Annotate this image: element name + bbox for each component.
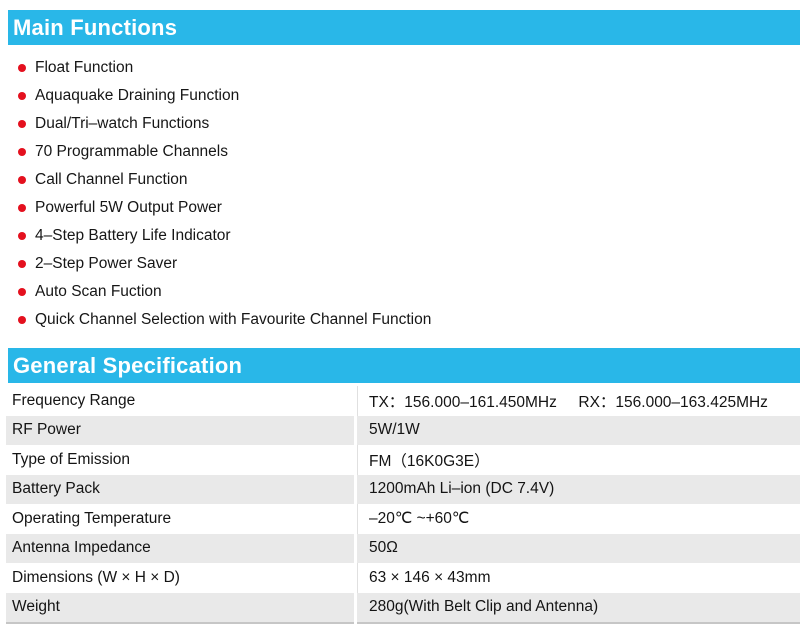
list-item: Auto Scan Fuction bbox=[0, 278, 800, 306]
feature-label: 70 Programmable Channels bbox=[35, 143, 228, 161]
feature-label: Dual/Tri–watch Functions bbox=[35, 115, 209, 133]
spec-label: Type of Emission bbox=[6, 445, 356, 475]
feature-label: Aquaquake Draining Function bbox=[35, 87, 239, 105]
table-row: Operating Temperature –20℃ ~+60℃ bbox=[6, 504, 800, 534]
bullet-icon bbox=[18, 148, 26, 156]
main-functions-header-bar: Main Functions bbox=[8, 10, 800, 45]
feature-label: Powerful 5W Output Power bbox=[35, 199, 222, 217]
feature-label: 2–Step Power Saver bbox=[35, 255, 177, 273]
spec-label: Operating Temperature bbox=[6, 504, 356, 534]
bullet-icon bbox=[18, 176, 26, 184]
specification-table: Frequency Range TX：156.000–161.450MHz RX… bbox=[6, 386, 800, 624]
list-item: Powerful 5W Output Power bbox=[0, 194, 800, 222]
list-item: Quick Channel Selection with Favourite C… bbox=[0, 306, 800, 334]
spec-value: 280g(With Belt Clip and Antenna) bbox=[356, 593, 800, 624]
bullet-icon bbox=[18, 260, 26, 268]
bullet-icon bbox=[18, 316, 26, 324]
spec-value: 63 × 146 × 43mm bbox=[356, 563, 800, 593]
feature-label: Call Channel Function bbox=[35, 171, 188, 189]
feature-label: Auto Scan Fuction bbox=[35, 283, 162, 301]
bullet-icon bbox=[18, 92, 26, 100]
table-row: Battery Pack 1200mAh Li–ion (DC 7.4V) bbox=[6, 475, 800, 505]
feature-label: Float Function bbox=[35, 59, 133, 77]
feature-label: Quick Channel Selection with Favourite C… bbox=[35, 311, 431, 329]
spec-value: TX：156.000–161.450MHz RX：156.000–163.425… bbox=[356, 386, 800, 416]
spec-label: Weight bbox=[6, 593, 356, 624]
spec-value: 5W/1W bbox=[356, 416, 800, 446]
bullet-icon bbox=[18, 64, 26, 72]
bullet-icon bbox=[18, 288, 26, 296]
spec-label: Frequency Range bbox=[6, 386, 356, 416]
feature-label: 4–Step Battery Life Indicator bbox=[35, 227, 231, 245]
general-specification-header-bar: General Specification bbox=[8, 348, 800, 383]
list-item: 4–Step Battery Life Indicator bbox=[0, 222, 800, 250]
table-row: Frequency Range TX：156.000–161.450MHz RX… bbox=[6, 386, 800, 416]
bullet-icon bbox=[18, 204, 26, 212]
spec-label: Dimensions (W × H × D) bbox=[6, 563, 356, 593]
spec-value: 1200mAh Li–ion (DC 7.4V) bbox=[356, 475, 800, 505]
list-item: 70 Programmable Channels bbox=[0, 138, 800, 166]
spec-value: FM（16K0G3E） bbox=[356, 445, 800, 475]
table-row: Weight 280g(With Belt Clip and Antenna) bbox=[6, 593, 800, 624]
spec-value: 50Ω bbox=[356, 534, 800, 564]
table-row: Dimensions (W × H × D) 63 × 146 × 43mm bbox=[6, 563, 800, 593]
list-item: 2–Step Power Saver bbox=[0, 250, 800, 278]
list-item: Aquaquake Draining Function bbox=[0, 82, 800, 110]
main-functions-title: Main Functions bbox=[8, 10, 177, 45]
table-row: Antenna Impedance 50Ω bbox=[6, 534, 800, 564]
spec-label: Battery Pack bbox=[6, 475, 356, 505]
list-item: Call Channel Function bbox=[0, 166, 800, 194]
spec-label: RF Power bbox=[6, 416, 356, 446]
spec-value: –20℃ ~+60℃ bbox=[356, 504, 800, 534]
spec-sheet-page: Main Functions Float Function Aquaquake … bbox=[0, 10, 800, 641]
list-item: Float Function bbox=[0, 54, 800, 82]
bullet-icon bbox=[18, 120, 26, 128]
bullet-icon bbox=[18, 232, 26, 240]
table-row: RF Power 5W/1W bbox=[6, 416, 800, 446]
main-functions-list: Float Function Aquaquake Draining Functi… bbox=[0, 54, 800, 334]
spec-label: Antenna Impedance bbox=[6, 534, 356, 564]
list-item: Dual/Tri–watch Functions bbox=[0, 110, 800, 138]
table-row: Type of Emission FM（16K0G3E） bbox=[6, 445, 800, 475]
general-specification-title: General Specification bbox=[8, 348, 242, 383]
